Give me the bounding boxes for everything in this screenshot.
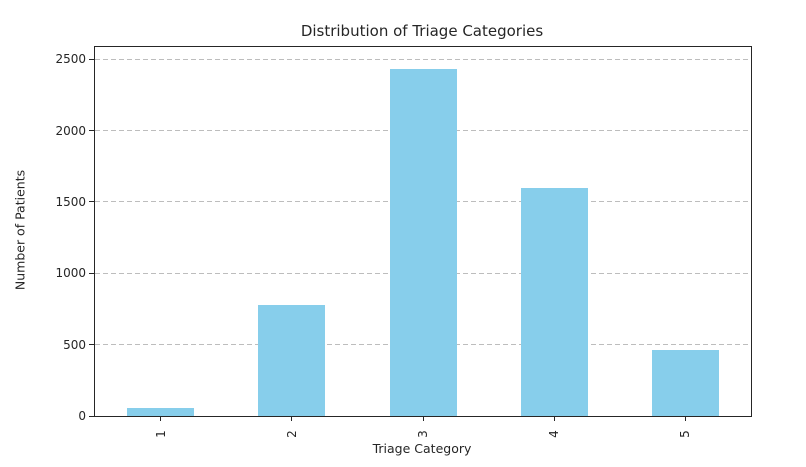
x-tick-mark (291, 416, 293, 421)
y-tick-mark (89, 344, 94, 346)
x-tick-label: 3 (416, 430, 430, 438)
y-tick-label: 2000 (55, 123, 86, 138)
y-tick-mark (89, 58, 94, 60)
x-tick-mark (422, 416, 424, 421)
x-tick-mark (160, 416, 162, 421)
bar-category-2 (258, 304, 326, 416)
x-tick-mark (553, 416, 555, 421)
x-tick-label: 4 (547, 430, 562, 438)
bar-category-3 (389, 69, 457, 416)
x-tick-mark (684, 416, 686, 421)
y-tick-mark (89, 272, 94, 274)
y-tick-mark (89, 201, 94, 203)
y-tick-label: 1500 (55, 194, 86, 209)
bar-category-1 (127, 408, 195, 416)
x-tick-label: 5 (678, 430, 693, 438)
x-tick-label: 2 (284, 430, 299, 438)
chart-title: Distribution of Triage Categories (300, 22, 544, 40)
y-tick-label: 1000 (55, 266, 86, 281)
plot-area: 0 500 1000 1500 2000 2500 1 2 3 4 5 (55, 46, 752, 438)
y-tick-label: 2500 (55, 52, 86, 67)
y-tick-mark (89, 415, 94, 417)
bar-category-4 (520, 187, 588, 416)
bar-category-5 (651, 350, 719, 416)
y-tick-label: 500 (63, 337, 86, 352)
y-tick-mark (89, 130, 94, 131)
y-axis-label-text: Number of Patients (12, 169, 28, 291)
x-axis-label: Triage Category (372, 441, 472, 456)
y-tick-label: 0 (78, 409, 86, 423)
y-gridline (95, 58, 751, 60)
x-tick-label: 1 (153, 430, 168, 438)
